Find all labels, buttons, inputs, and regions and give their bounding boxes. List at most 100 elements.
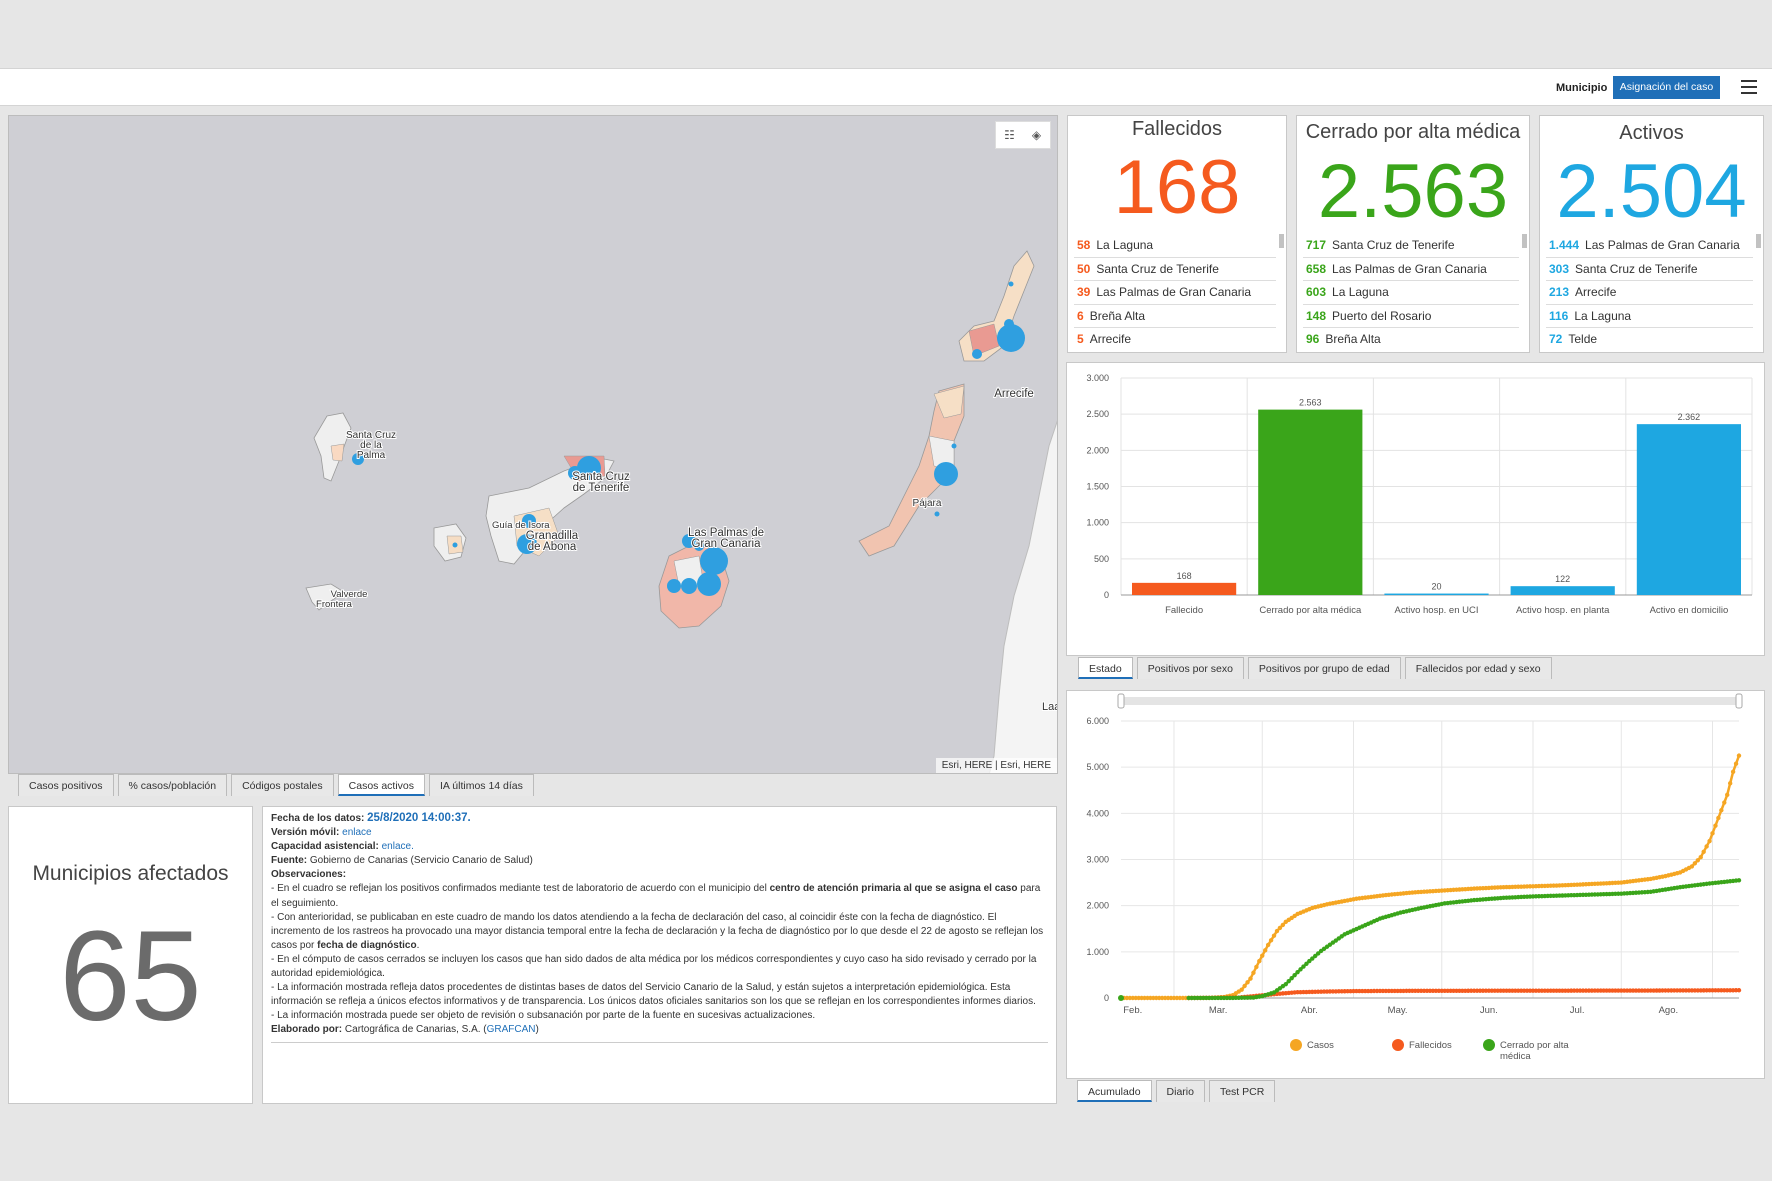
municipios-panel: Municipios afectados 65 xyxy=(8,806,253,1104)
map-toolbar: ☷ ◈ xyxy=(995,121,1051,149)
legend-list-icon[interactable]: ☷ xyxy=(1004,128,1015,142)
tab-positivos-sexo[interactable]: Positivos por sexo xyxy=(1136,657,1244,679)
asignacion-caso-button[interactable]: Asignación del caso xyxy=(1613,76,1720,99)
tab-codigos-postales[interactable]: Códigos postales xyxy=(231,774,334,796)
list-item: 603 La Laguna xyxy=(1303,281,1519,305)
case-circle xyxy=(1004,319,1014,329)
grafcan-link[interactable]: GRAFCAN xyxy=(486,1024,536,1036)
series-point xyxy=(1274,928,1280,934)
legend-marker xyxy=(1392,1039,1404,1051)
y-tick-label: 4.000 xyxy=(1086,808,1109,818)
tab-test-pcr[interactable]: Test PCR xyxy=(1208,1080,1276,1102)
map-view[interactable]: Santa Cruz de la Palma Santa Cruz de Ten… xyxy=(8,115,1058,774)
series-point xyxy=(1245,980,1250,985)
line-chart-tabs: Acumulado Diario Test PCR xyxy=(1077,1080,1276,1102)
label-sc-palma: Santa Cruz xyxy=(346,430,396,441)
top-toolbar: Municipio Asignación del caso xyxy=(0,68,1772,106)
kpi-list[interactable]: 717 Santa Cruz de Tenerife 658 Las Palmas … xyxy=(1303,234,1519,352)
case-circle xyxy=(697,572,721,596)
bar xyxy=(1132,582,1237,595)
series-point xyxy=(1292,972,1297,978)
kpi-list[interactable]: 58 La Laguna 50 Santa Cruz de Tenerife 39 L… xyxy=(1074,234,1276,352)
map-attribution: Esri, HERE | Esri, HERE xyxy=(935,758,1057,773)
bar-value-label: 20 xyxy=(1431,582,1441,592)
version-movil-link[interactable]: enlace xyxy=(342,827,372,839)
kpi-fallecidos: Fallecidos 168 58 La Laguna 50 Santa Cruz … xyxy=(1067,115,1287,353)
y-tick-label: 1.000 xyxy=(1086,518,1109,528)
series-point xyxy=(1730,769,1736,774)
tab-acumulado[interactable]: Acumulado xyxy=(1077,1080,1152,1102)
x-tick-label: Activo hosp. en UCI xyxy=(1395,605,1479,616)
case-circle xyxy=(997,324,1025,352)
series-point xyxy=(1689,864,1695,869)
legend-label: Fallecidos xyxy=(1409,1040,1452,1051)
case-circle xyxy=(667,579,681,593)
x-tick-label: Ago. xyxy=(1659,1005,1679,1016)
y-tick-label: 0 xyxy=(1104,993,1109,1003)
series-point xyxy=(1307,958,1312,964)
municipios-value: 65 xyxy=(59,905,202,1048)
scrollbar[interactable] xyxy=(1756,234,1761,248)
bar-chart-tabs: Estado Positivos por sexo Positivos por … xyxy=(1078,657,1552,679)
case-circle xyxy=(517,534,537,554)
case-circle xyxy=(352,453,364,465)
list-item: 58 La Laguna xyxy=(1074,234,1276,258)
list-item: 213 Arrecife xyxy=(1546,281,1753,305)
tab-casos-positivos[interactable]: Casos positivos xyxy=(18,774,114,796)
scrollbar[interactable] xyxy=(1522,234,1527,248)
series-point xyxy=(1727,781,1733,786)
menu-icon[interactable] xyxy=(1741,80,1757,94)
tab-casos-activos[interactable]: Casos activos xyxy=(337,774,426,796)
x-tick-label: Cerrado por alta médica xyxy=(1259,605,1362,616)
tab-ia-14-dias[interactable]: IA últimos 14 días xyxy=(429,774,534,796)
case-circle xyxy=(452,542,458,548)
series-point xyxy=(1313,953,1318,959)
case-circle xyxy=(700,547,728,575)
fuerteventura-island xyxy=(858,383,965,557)
scrollbar[interactable] xyxy=(1279,234,1284,248)
series-point xyxy=(1257,958,1262,964)
bar-value-label: 2.362 xyxy=(1678,412,1701,422)
list-item: 303 Santa Cruz de Tenerife xyxy=(1546,258,1753,281)
series-point xyxy=(1713,823,1718,828)
series-point xyxy=(1733,761,1739,766)
line-chart-panel: 0 1.000 2.000 3.000 4.000 5.000 6.000 Feb. Mar. A… xyxy=(1066,690,1765,1079)
label-guia-isora: Guía de Isora xyxy=(492,520,550,531)
tab-fallecidos-edad-sexo[interactable]: Fallecidos por edad y sexo xyxy=(1404,657,1552,679)
list-item: 39 Las Palmas de Gran Canaria xyxy=(1074,281,1276,305)
series-point xyxy=(1298,967,1303,972)
case-circle xyxy=(934,511,940,517)
tab-estado[interactable]: Estado xyxy=(1078,657,1133,679)
bar xyxy=(1636,424,1741,595)
bar-value-label: 122 xyxy=(1555,574,1570,584)
series-point xyxy=(1118,995,1124,1001)
series-point xyxy=(1283,981,1288,987)
kpi-list[interactable]: 1.444 Las Palmas de Gran Canaria 303 Santa… xyxy=(1546,234,1753,352)
capacidad-link[interactable]: enlace. xyxy=(381,841,414,853)
kpi-value: 2.504 xyxy=(1556,149,1747,234)
case-circle xyxy=(972,349,982,359)
x-tick-label: Fallecido xyxy=(1165,605,1203,616)
layers-icon[interactable]: ◈ xyxy=(1031,128,1042,142)
label-lpgc: Gran Canaria xyxy=(691,538,761,550)
map-canvas[interactable]: Santa Cruz de la Palma Santa Cruz de Ten… xyxy=(9,116,1058,774)
tab-diario[interactable]: Diario xyxy=(1155,1080,1205,1102)
kpi-title: Activos xyxy=(1619,122,1684,144)
x-tick-label: May. xyxy=(1388,1005,1408,1016)
x-tick-label: Abr. xyxy=(1301,1005,1318,1016)
tab-casos-poblacion[interactable]: % casos/población xyxy=(117,774,228,796)
y-tick-label: 6.000 xyxy=(1086,716,1109,726)
series-point xyxy=(1289,975,1294,981)
tab-positivos-edad[interactable]: Positivos por grupo de edad xyxy=(1247,657,1401,679)
series-line xyxy=(1121,755,1741,1000)
label-sc-palma: de la xyxy=(360,440,382,451)
case-circle xyxy=(568,466,582,480)
series-point xyxy=(1722,800,1727,805)
list-item: 1.444 Las Palmas de Gran Canaria xyxy=(1546,234,1753,258)
list-item: 50 Santa Cruz de Tenerife xyxy=(1074,258,1276,281)
legend-label: Casos xyxy=(1307,1040,1334,1051)
y-tick-label: 5.000 xyxy=(1086,762,1109,772)
el-hierro-island xyxy=(305,583,345,611)
x-tick-label: Jul. xyxy=(1570,1005,1585,1016)
case-circle xyxy=(682,534,696,548)
